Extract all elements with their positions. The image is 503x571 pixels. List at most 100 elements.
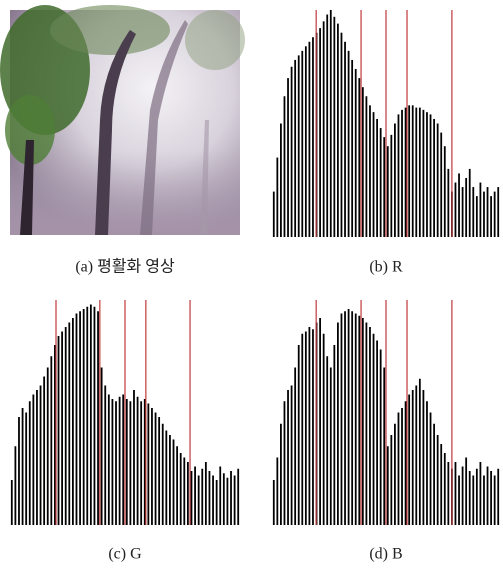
bar (125, 399, 128, 525)
bar (154, 412, 157, 525)
bar (461, 466, 464, 525)
bar (304, 331, 307, 525)
bar (440, 132, 443, 237)
bar (340, 313, 343, 525)
bar (372, 112, 375, 237)
bar (369, 105, 371, 237)
bar (122, 394, 125, 525)
bar (151, 408, 153, 525)
bar (415, 107, 418, 237)
bar (386, 446, 389, 525)
bar (415, 385, 418, 525)
bar (433, 423, 435, 525)
bar (304, 46, 307, 237)
bar (312, 329, 314, 525)
bar (358, 315, 361, 525)
bar (68, 322, 71, 525)
bar (10, 480, 13, 525)
bar (386, 146, 389, 237)
bar (458, 173, 460, 237)
bar (468, 471, 471, 525)
bar (165, 430, 168, 525)
bar (50, 356, 53, 525)
bar (179, 453, 182, 525)
bar (212, 475, 214, 525)
bar (472, 187, 475, 237)
bar (433, 118, 435, 237)
bar (372, 333, 375, 525)
bar (426, 401, 428, 525)
bar (408, 105, 411, 237)
bar (161, 423, 164, 525)
bar (383, 367, 386, 525)
bar (204, 462, 207, 525)
bar (319, 28, 321, 237)
bar (351, 311, 354, 525)
bar (36, 390, 38, 525)
bar (301, 50, 304, 237)
bar (454, 182, 457, 237)
bar (319, 318, 321, 525)
bar (337, 322, 339, 525)
bar (71, 318, 74, 525)
bar (115, 401, 117, 525)
bar (404, 107, 407, 237)
bar (347, 309, 350, 525)
bar (483, 191, 485, 237)
bar (201, 468, 204, 525)
bar (308, 41, 311, 237)
bar (222, 473, 225, 525)
bar (147, 403, 150, 525)
bar (194, 466, 196, 525)
bar (230, 471, 232, 525)
bar (354, 313, 357, 525)
bar (326, 356, 329, 525)
bar (14, 446, 17, 525)
bar (347, 50, 350, 237)
bar (226, 477, 229, 525)
bar (397, 412, 400, 525)
bar (429, 412, 432, 525)
bar (443, 453, 446, 525)
bar (436, 435, 439, 525)
bar (208, 471, 211, 525)
bar (276, 457, 279, 525)
bar (361, 318, 364, 525)
bar (394, 123, 396, 237)
bar (461, 187, 464, 237)
bar (64, 327, 67, 525)
bar (443, 146, 446, 237)
bar (57, 336, 60, 525)
bar (383, 137, 386, 237)
bar (333, 345, 336, 525)
bar (32, 394, 35, 525)
bar (361, 87, 364, 238)
bar (111, 399, 114, 525)
bar (301, 333, 304, 525)
bar (21, 408, 24, 525)
bar (39, 385, 42, 525)
bar (390, 435, 393, 525)
bar (376, 340, 378, 525)
bar (283, 96, 286, 237)
bar (326, 14, 329, 238)
bar (89, 304, 92, 525)
bar (297, 55, 300, 238)
bar (465, 177, 468, 237)
bar (493, 475, 496, 525)
bar (436, 123, 439, 237)
bar (344, 311, 346, 525)
bar (294, 367, 297, 525)
bar (447, 462, 450, 525)
bar (172, 439, 175, 525)
bar (28, 401, 31, 525)
bar (107, 394, 110, 525)
bar (340, 32, 343, 238)
bar (61, 331, 64, 525)
bar (344, 41, 346, 237)
bar (272, 191, 275, 237)
bar (75, 313, 78, 525)
bar (100, 367, 103, 525)
bar (140, 401, 143, 525)
